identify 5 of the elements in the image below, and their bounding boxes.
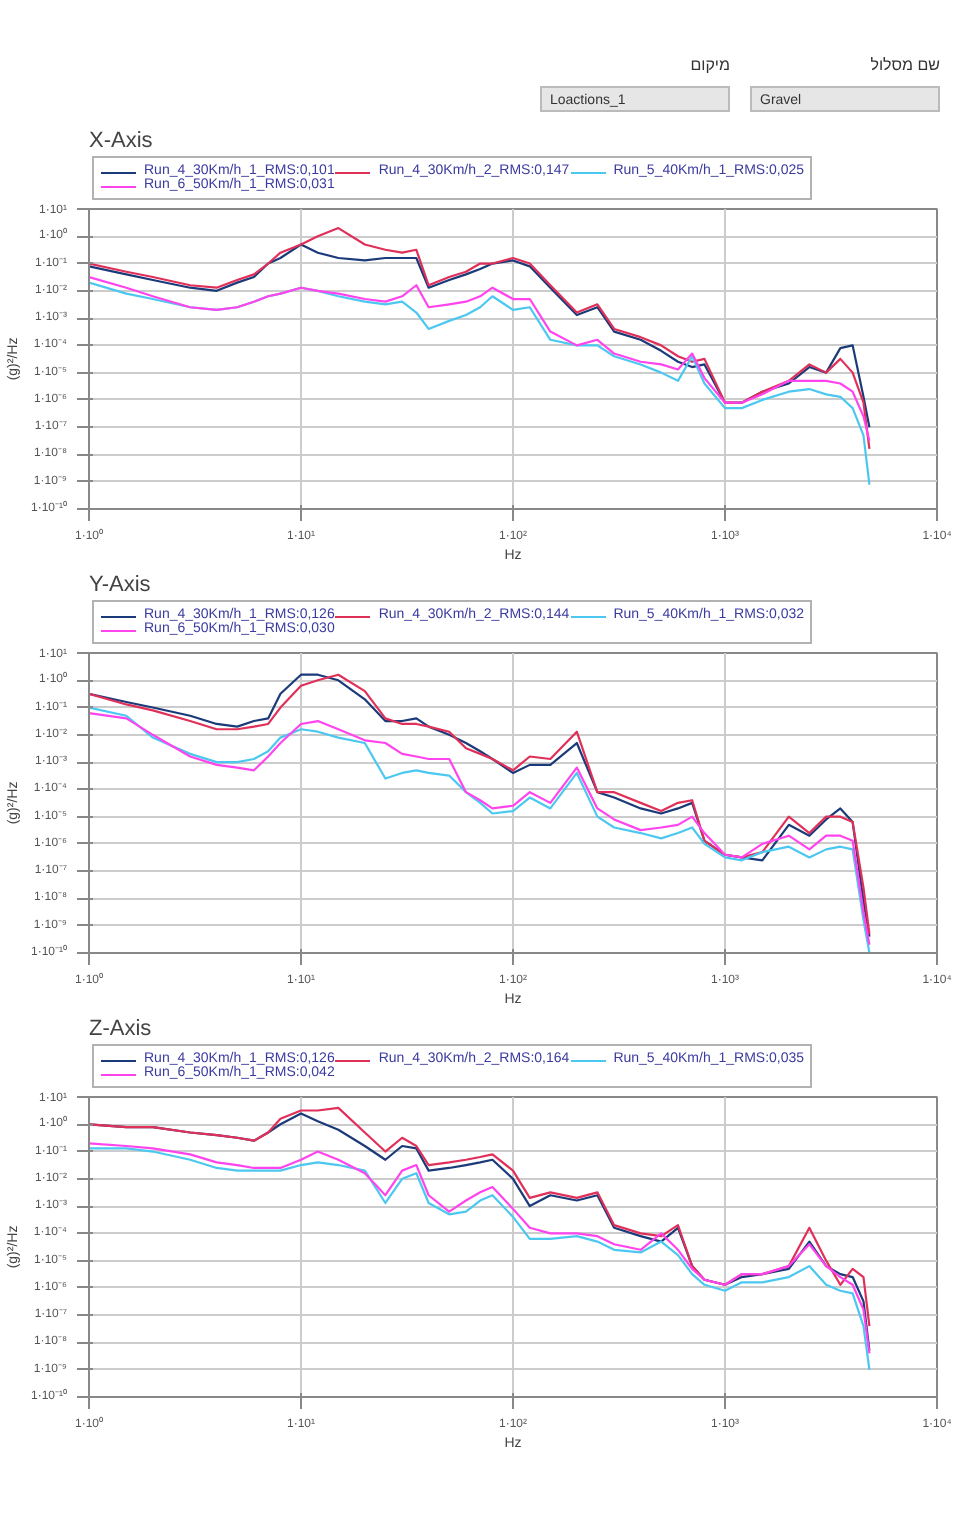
- chart-title: X-Axis: [89, 129, 154, 153]
- text: מיקום: [690, 56, 730, 74]
- chart-title: Y-Axis: [89, 573, 152, 597]
- text: שם מסלול: [870, 56, 940, 74]
- chart-title: Z-Axis: [89, 1017, 153, 1041]
